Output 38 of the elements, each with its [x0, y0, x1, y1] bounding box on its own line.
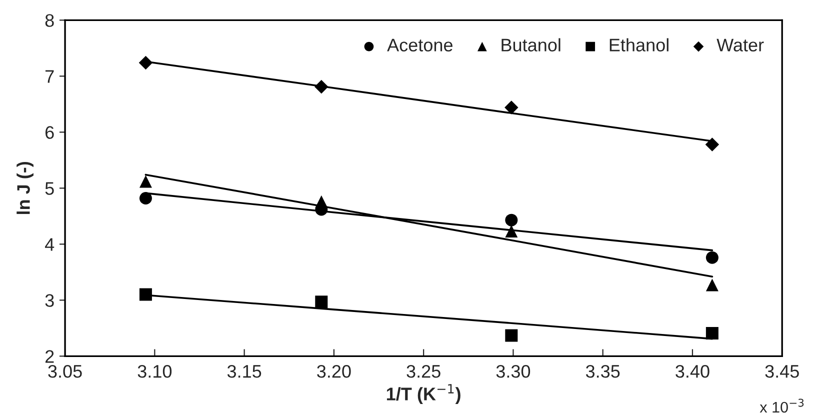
point [314, 80, 328, 94]
y-axis-title: ln J (-) [16, 162, 34, 214]
point [315, 296, 328, 308]
point [138, 56, 153, 70]
point [505, 329, 518, 342]
legend-label: Ethanol [610, 38, 668, 52]
y-tick-label: 8 [45, 14, 54, 27]
x-tick-label: 3.45 [765, 364, 799, 378]
point [706, 326, 718, 340]
x-tick-label: 3.40 [676, 364, 710, 378]
legend-label: Butanol [502, 38, 560, 52]
y-tick-label: 5 [45, 182, 54, 195]
point [139, 192, 152, 204]
x-tick-label: 3.15 [227, 364, 262, 378]
point [505, 225, 518, 238]
x-tick-label: 3.25 [406, 364, 440, 378]
x-tick-label: 3.30 [496, 364, 530, 378]
point [705, 138, 720, 152]
point [139, 175, 152, 188]
x-tick-label: 3.20 [317, 364, 351, 378]
y-tick-label: 7 [46, 70, 54, 83]
y-tick-label: 6 [46, 126, 54, 139]
x-axis-title: 1/T (K$^{−1}$) [386, 384, 460, 404]
x-tick-label: 3.05 [48, 364, 82, 378]
point [315, 195, 328, 208]
point [505, 214, 518, 226]
point [706, 278, 718, 292]
y-tick-label: 3 [45, 294, 54, 307]
x-tick-label: 3.10 [138, 364, 172, 378]
y-tick-label: 4 [44, 238, 54, 251]
text: x 10$^{−3}$ [760, 398, 804, 413]
point [139, 288, 152, 301]
legend-label: Acetone [387, 38, 452, 52]
y-tick-label: 2 [45, 350, 54, 363]
point [504, 100, 518, 114]
x-tick-label: 3.35 [586, 364, 620, 378]
legend-label: Water [716, 38, 764, 52]
point [706, 251, 718, 264]
